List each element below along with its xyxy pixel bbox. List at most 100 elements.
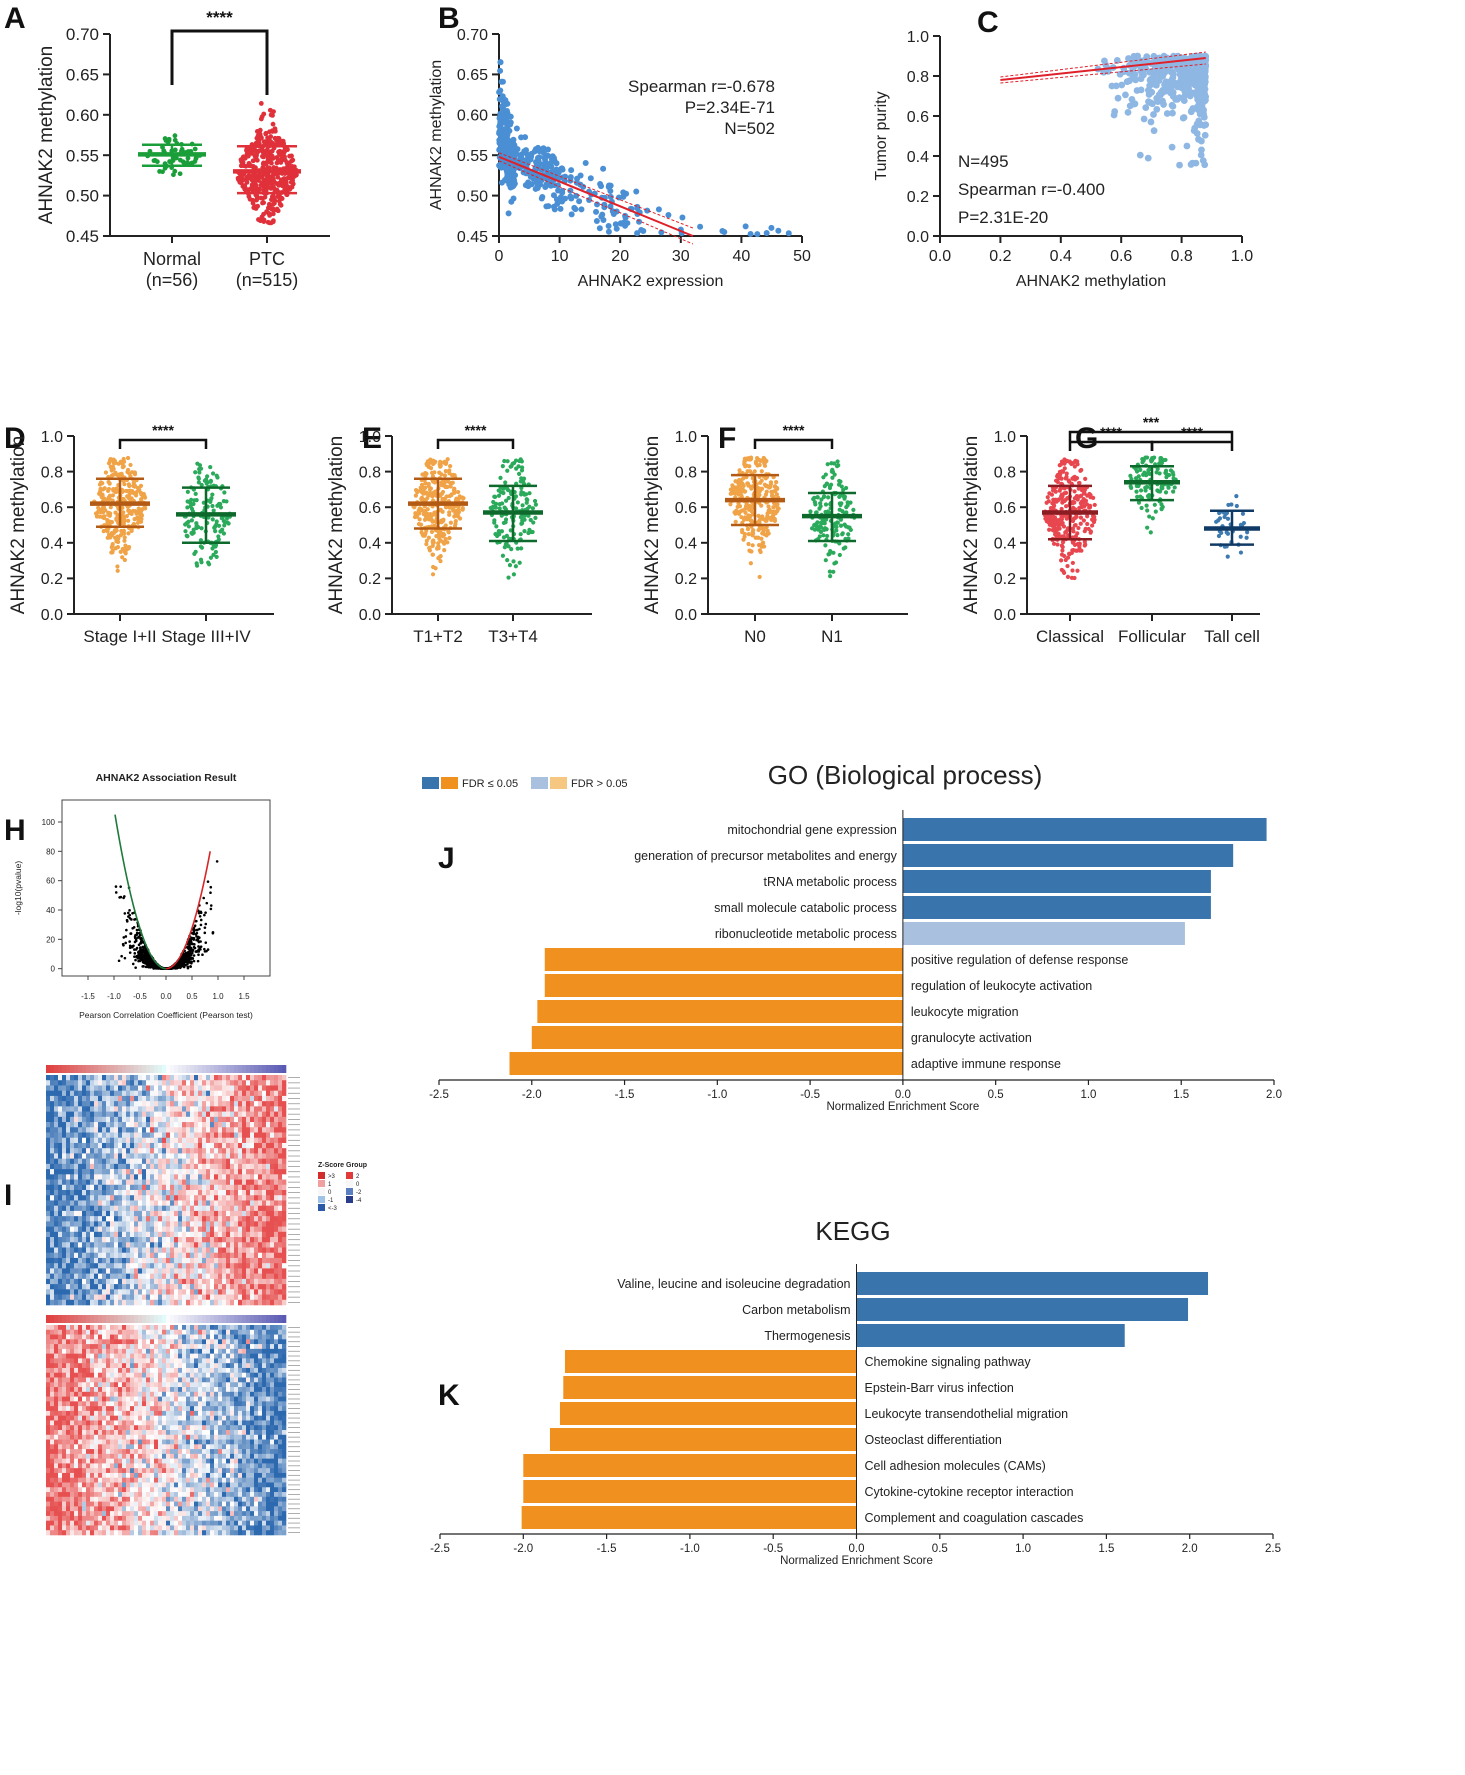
data-point (732, 510, 737, 515)
category-label: Stage III+IV (161, 627, 251, 646)
data-point (226, 521, 231, 526)
data-point (113, 470, 118, 475)
positive-correlation-curve (165, 851, 211, 970)
data-point (1169, 81, 1177, 89)
data-point (267, 137, 272, 143)
data-point (538, 195, 545, 202)
data-point (749, 518, 754, 523)
data-point (829, 461, 834, 466)
panel-letter-k: K (438, 1379, 460, 1412)
data-point (1131, 71, 1139, 78)
data-point (742, 223, 749, 230)
significance-bracket (753, 438, 834, 449)
data-point (101, 507, 106, 512)
y-tick-label: 0.45 (457, 229, 488, 246)
y-tick-label: 80 (46, 847, 55, 856)
data-point (499, 103, 506, 110)
data-point (518, 458, 524, 463)
data-point (194, 498, 199, 503)
panel-b-chart: 0.450.500.550.600.650.700 10 20 30 40 50AHNAK… (428, 27, 811, 290)
data-point (1157, 88, 1165, 96)
data-point (578, 206, 585, 213)
data-point (203, 913, 206, 917)
data-point (1145, 98, 1152, 106)
data-point (216, 534, 221, 539)
panel-letter-d: D (4, 422, 26, 455)
plot-frame (61, 799, 271, 977)
data-point (442, 541, 447, 546)
data-point (259, 147, 265, 153)
data-point (125, 467, 131, 473)
data-point (522, 529, 527, 534)
data-point (618, 220, 625, 227)
y-tick-label: 0.0 (675, 607, 697, 624)
data-point (443, 537, 448, 542)
data-point (1169, 92, 1177, 100)
data-point (187, 960, 190, 964)
data-point (105, 517, 110, 523)
data-point (98, 487, 103, 493)
category-n-label: (n=515) (236, 270, 299, 290)
data-point (1148, 530, 1153, 535)
data-point (209, 885, 213, 889)
data-point (513, 564, 518, 569)
data-point (1134, 489, 1139, 494)
data-point (1072, 489, 1077, 494)
data-point (106, 512, 111, 517)
data-point (205, 901, 209, 905)
data-point (133, 948, 136, 951)
data-point (533, 515, 538, 520)
x-tick-label: 0.6 (1110, 248, 1132, 265)
data-point (519, 521, 524, 526)
data-point (1128, 484, 1133, 489)
data-point (119, 885, 122, 888)
data-point (607, 203, 614, 210)
data-point (1200, 86, 1208, 94)
data-point (819, 520, 824, 525)
data-point (522, 517, 527, 522)
data-point (1113, 57, 1121, 64)
data-point (1070, 560, 1075, 566)
chart-title: AHNAK2 Association Result (96, 772, 237, 784)
data-point (115, 545, 121, 550)
data-point (252, 179, 258, 185)
data-point (1070, 499, 1075, 505)
data-point (1238, 534, 1243, 539)
data-point (1045, 519, 1050, 524)
data-point (126, 911, 130, 915)
data-point (1130, 52, 1138, 60)
y-tick-label: 1.0 (675, 429, 697, 446)
data-point (134, 937, 138, 940)
data-point (769, 509, 774, 514)
data-point (284, 160, 290, 165)
data-point (1123, 78, 1131, 86)
y-tick-label: 0.0 (994, 607, 1016, 624)
data-point (496, 89, 503, 96)
panel-letter-c: C (977, 6, 999, 39)
data-point (697, 223, 704, 230)
data-point (1178, 80, 1186, 88)
data-point (131, 508, 136, 513)
data-point (267, 107, 273, 113)
data-point (737, 477, 742, 483)
data-point (1046, 514, 1052, 519)
y-axis-label: AHNAK2 methylation (642, 436, 663, 614)
data-point (177, 171, 183, 177)
data-point (214, 519, 219, 524)
data-point (436, 555, 441, 561)
data-point (665, 212, 672, 219)
data-point (744, 505, 749, 510)
significance-label: **** (206, 8, 233, 27)
data-point (250, 158, 256, 164)
data-point (196, 476, 201, 481)
data-point (743, 510, 748, 515)
data-point (743, 464, 748, 469)
data-point (568, 167, 575, 174)
data-point (430, 461, 436, 467)
data-point (172, 137, 178, 143)
data-point (1163, 110, 1171, 117)
data-point (1087, 505, 1093, 510)
data-point (422, 485, 428, 490)
data-point (620, 189, 627, 196)
data-point (562, 173, 569, 180)
